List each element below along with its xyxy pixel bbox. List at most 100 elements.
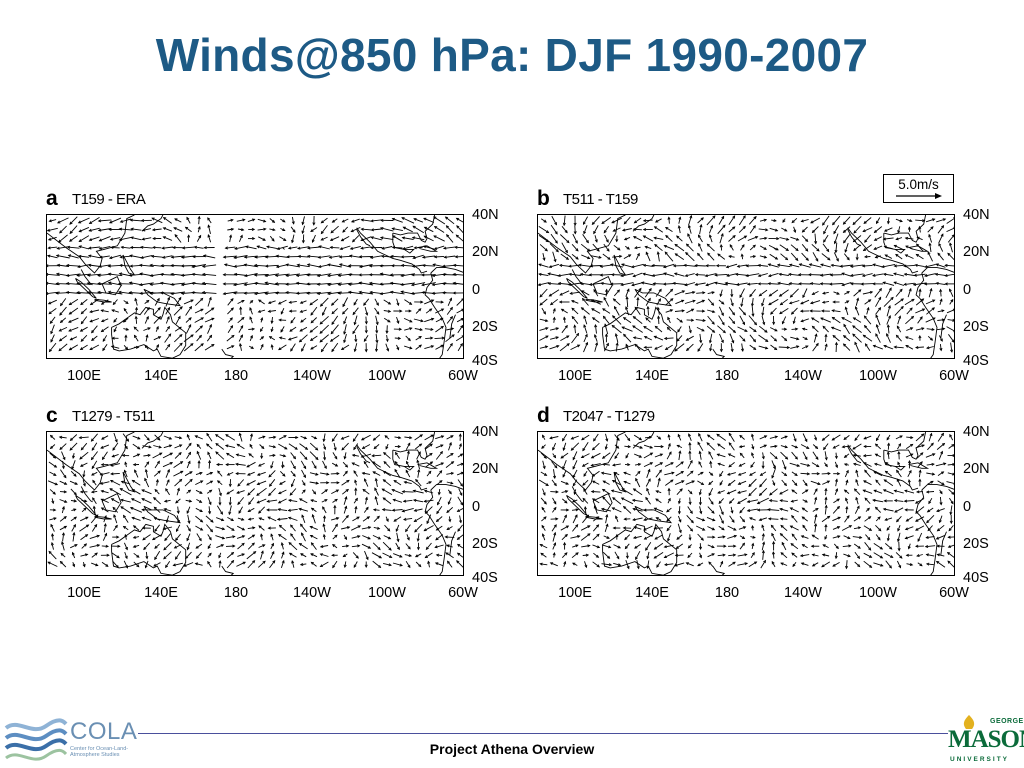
wind-arrow-icon xyxy=(412,498,424,503)
wind-arrow-icon xyxy=(842,335,851,342)
wind-arrow-icon xyxy=(913,273,926,277)
wind-arrow-icon xyxy=(153,307,161,315)
wind-arrow-icon xyxy=(612,254,623,258)
wind-arrow-icon xyxy=(201,264,217,268)
wind-arrow-icon xyxy=(266,499,278,503)
wind-arrow-icon xyxy=(226,471,234,476)
wind-arrow-icon xyxy=(897,525,901,532)
wind-arrow-icon xyxy=(446,560,453,568)
wind-arrow-icon xyxy=(541,506,546,513)
wind-arrow-icon xyxy=(813,488,818,495)
wind-arrow-icon xyxy=(663,544,674,549)
wind-arrow-icon xyxy=(635,550,641,561)
wind-arrow-icon xyxy=(897,226,901,234)
wind-arrow-icon xyxy=(362,516,371,522)
wind-arrow-icon xyxy=(831,309,841,313)
wind-arrow-icon xyxy=(645,317,651,323)
wind-arrow-icon xyxy=(915,345,924,349)
wind-map xyxy=(537,214,955,359)
lon-label-60w: 60W xyxy=(448,368,478,384)
wind-arrow-icon xyxy=(863,217,872,224)
wind-arrow-icon xyxy=(897,443,902,450)
wind-arrow-icon xyxy=(354,479,358,486)
wind-arrow-icon xyxy=(228,317,233,323)
wind-arrow-icon xyxy=(571,253,579,260)
wind-arrow-icon xyxy=(205,515,214,523)
wind-arrow-icon xyxy=(258,462,265,467)
wind-arrow-icon xyxy=(728,553,737,557)
wind-arrow-icon xyxy=(719,232,724,244)
wind-arrow-icon xyxy=(613,305,620,316)
wind-arrow-icon xyxy=(260,317,264,323)
wind-arrow-icon xyxy=(561,226,568,234)
wind-arrow-icon xyxy=(675,471,685,477)
wind-arrow-icon xyxy=(718,525,725,531)
wind-arrow-icon xyxy=(832,526,841,530)
wind-arrow-icon xyxy=(425,443,433,450)
wind-arrow-icon xyxy=(290,343,296,352)
wind-arrow-icon xyxy=(800,218,809,223)
wind-arrow-icon xyxy=(904,336,914,340)
wind-arrow-icon xyxy=(590,299,601,305)
wind-arrow-icon xyxy=(562,514,567,524)
wind-arrow-icon xyxy=(248,345,255,349)
wind-arrow-icon xyxy=(605,513,609,524)
lon-label-60w: 60W xyxy=(939,585,969,601)
wind-arrow-icon xyxy=(845,497,849,504)
wind-arrow-icon xyxy=(676,317,684,323)
wind-arrow-icon xyxy=(216,463,223,467)
wind-arrow-icon xyxy=(719,470,724,478)
wind-arrow-icon xyxy=(277,299,287,305)
coastline xyxy=(122,471,136,493)
wind-arrow-icon xyxy=(215,442,225,450)
wind-arrow-icon xyxy=(91,523,98,532)
wind-arrow-icon xyxy=(707,315,715,325)
wind-arrow-icon xyxy=(872,282,884,286)
wind-arrow-icon xyxy=(435,435,445,440)
wind-arrow-icon xyxy=(170,255,185,259)
coastline xyxy=(392,233,415,254)
wind-arrow-icon xyxy=(697,562,704,567)
wind-arrow-icon xyxy=(446,471,455,475)
wind-arrow-icon xyxy=(925,453,936,458)
wind-arrow-icon xyxy=(937,480,945,486)
wind-arrow-icon xyxy=(915,298,925,306)
wind-arrow-icon xyxy=(227,218,234,222)
wind-arrow-icon xyxy=(287,508,298,512)
wind-arrow-icon xyxy=(938,450,943,460)
wind-arrow-icon xyxy=(343,316,348,325)
wind-arrow-icon xyxy=(360,453,372,458)
wind-arrow-icon xyxy=(280,542,284,550)
wind-arrow-icon xyxy=(67,254,79,259)
wind-arrow-icon xyxy=(591,470,600,477)
wind-arrow-icon xyxy=(194,308,204,314)
wind-arrow-icon xyxy=(364,316,368,325)
wind-arrow-icon xyxy=(391,217,403,223)
wind-arrow-icon xyxy=(78,254,90,258)
wind-arrow-icon xyxy=(301,225,306,235)
wind-arrow-icon xyxy=(170,291,186,296)
wind-arrow-icon xyxy=(873,471,883,477)
wind-arrow-icon xyxy=(592,533,600,541)
wind-arrow-icon xyxy=(811,553,819,557)
wind-arrow-icon xyxy=(676,444,683,449)
wind-arrow-icon xyxy=(291,234,295,244)
wind-arrow-icon xyxy=(81,507,87,513)
wind-arrow-icon xyxy=(552,316,556,323)
wind-arrow-icon xyxy=(949,505,953,516)
wind-arrow-icon xyxy=(423,226,434,233)
wind-arrow-icon xyxy=(559,234,570,244)
wind-arrow-icon xyxy=(833,291,840,295)
wind-arrow-icon xyxy=(852,325,862,333)
wind-arrow-icon xyxy=(768,499,778,503)
wind-arrow-icon xyxy=(110,544,121,548)
wind-arrow-icon xyxy=(714,281,728,286)
wind-arrow-icon xyxy=(549,336,560,340)
wind-arrow-icon xyxy=(599,273,613,277)
wind-arrow-icon xyxy=(423,235,434,242)
wind-arrow-icon xyxy=(572,233,578,244)
wind-arrow-icon xyxy=(939,288,943,297)
wind-arrow-icon xyxy=(411,264,425,268)
wind-arrow-icon xyxy=(393,327,403,331)
wind-arrow-icon xyxy=(237,316,245,324)
